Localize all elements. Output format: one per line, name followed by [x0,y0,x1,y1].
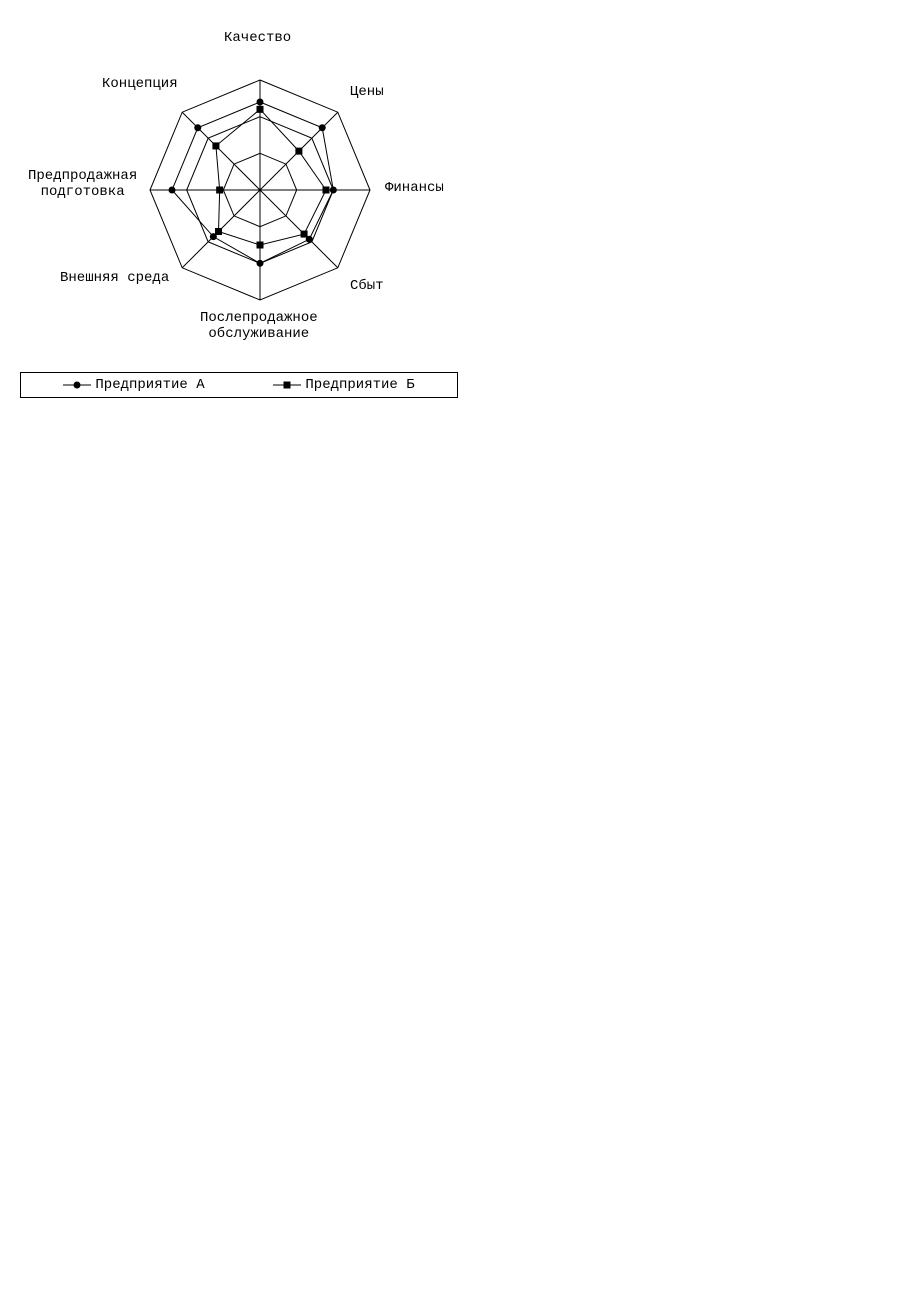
legend: Предприятие А Предприятие Б [20,372,458,398]
axis-label: Качество [224,30,291,46]
axis-label: Послепродажноеобслуживание [200,310,318,342]
legend-item: Предприятие Б [273,377,414,393]
axis-label: Финансы [385,180,444,196]
axis-label: Цены [350,84,384,100]
legend-label: Предприятие А [95,377,204,393]
radar-chart-container: Качество Цены Финансы Сбыт Послепродажноеобс… [20,20,480,360]
legend-label: Предприятие Б [305,377,414,393]
legend-item: Предприятие А [63,377,204,393]
axis-label: Концепция [102,76,178,92]
axis-label: Сбыт [350,278,384,294]
axis-label: Предпродажнаяподготовка [28,168,137,200]
axis-label: Внешняя среда [60,270,169,286]
